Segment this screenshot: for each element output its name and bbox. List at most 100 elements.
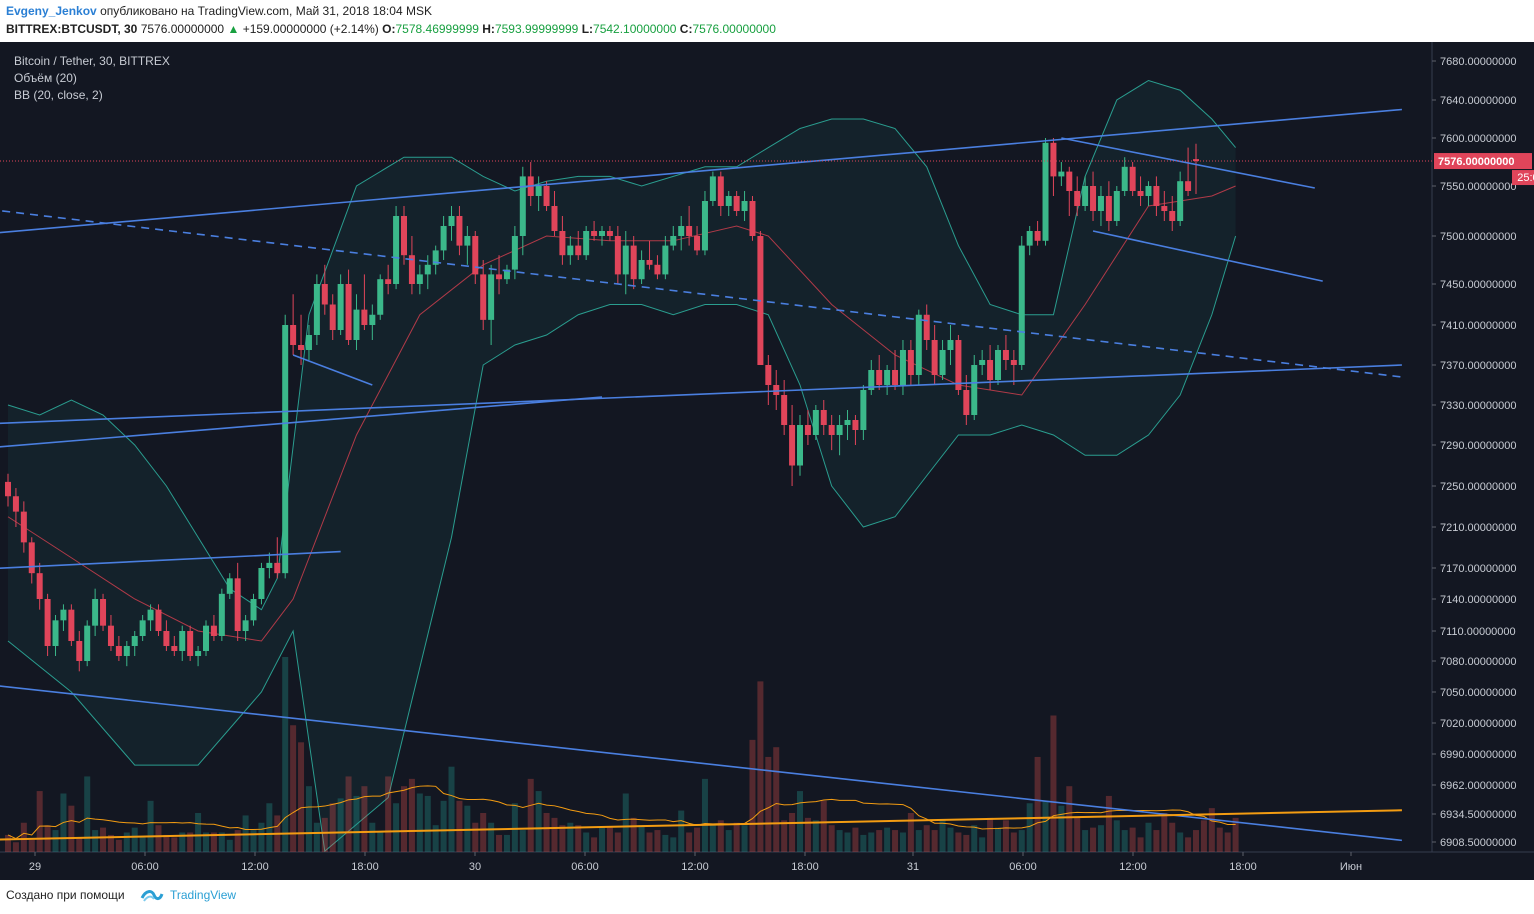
- candlestick-chart[interactable]: 7680.00000000 7640.00000000 7600.00000000 7…: [0, 42, 1534, 880]
- candle-body: [701, 201, 708, 251]
- volume-bar: [567, 822, 574, 852]
- candle-body: [266, 562, 273, 568]
- price-tick-label: 7050.00000000: [1440, 687, 1516, 699]
- candle-body: [995, 350, 1001, 380]
- symbol-label[interactable]: BITTREX:BTCUSDT, 30: [6, 22, 138, 36]
- volume-bar: [717, 820, 724, 852]
- volume-bar: [694, 827, 701, 852]
- volume-bar: [773, 747, 780, 852]
- volume-bar: [995, 827, 1001, 852]
- volume-bar: [701, 778, 708, 852]
- trend-line: [0, 108, 1402, 234]
- candle-body: [345, 284, 352, 340]
- volume-bar: [630, 817, 637, 852]
- bollinger-upper: [7, 79, 1236, 611]
- candle-body: [290, 325, 297, 345]
- legend-main[interactable]: Bitcoin / Tether, 30, BITTREX: [14, 54, 170, 68]
- volume-bar: [899, 832, 906, 852]
- volume-bar: [797, 791, 803, 852]
- candle-body: [662, 245, 669, 275]
- candle-body: [1105, 196, 1112, 221]
- open-value: 7578.46999999: [395, 22, 479, 36]
- candle-body: [210, 625, 217, 636]
- bollinger-middle: [7, 185, 1236, 642]
- volume-bar: [408, 778, 415, 852]
- volume-bar: [599, 827, 605, 852]
- candle-body: [179, 631, 186, 651]
- candle-body: [353, 309, 360, 340]
- volume-bar: [1066, 786, 1073, 852]
- time-tick-label: 18:00: [351, 861, 379, 873]
- volume-bar: [939, 820, 946, 852]
- close-label: C:: [679, 22, 693, 36]
- candle-body: [931, 340, 938, 375]
- candle-body: [503, 269, 510, 280]
- ohlc-line: BITTREX:BTCUSDT, 30 7576.00000000 ▲ +159…: [6, 22, 776, 36]
- candle-body: [963, 390, 970, 415]
- time-tick-label: 12:00: [1119, 861, 1147, 873]
- author-link[interactable]: Evgeny_Jenkov: [6, 4, 97, 18]
- tradingview-brand-link[interactable]: TradingView: [170, 888, 237, 902]
- candle-body: [599, 231, 605, 236]
- volume-bar: [686, 832, 693, 852]
- volume-bar: [955, 832, 962, 852]
- price-tick-label: 7020.00000000: [1440, 718, 1516, 730]
- volume-bar: [820, 800, 827, 852]
- candle-body: [1066, 171, 1073, 191]
- volume-bar: [804, 817, 811, 852]
- volume-bar: [527, 778, 534, 852]
- time-tick-label: Июн: [1340, 861, 1362, 873]
- candle-body: [915, 314, 922, 375]
- candle-body: [979, 360, 986, 365]
- volume-bar: [282, 657, 289, 852]
- candle-body: [773, 385, 780, 395]
- candle-body: [876, 370, 883, 385]
- candle-body: [480, 274, 487, 320]
- volume-bar: [923, 825, 930, 852]
- candle-body: [1010, 360, 1017, 365]
- trend-line: [1061, 137, 1315, 189]
- volume-bar: [543, 813, 550, 852]
- volume-bar: [622, 793, 629, 852]
- volume-bar: [147, 800, 154, 852]
- legend-bb[interactable]: BB (20, close, 2): [14, 88, 103, 102]
- candle-body: [416, 274, 423, 284]
- time-tick-label: 30: [469, 861, 481, 873]
- candle-body: [321, 284, 328, 305]
- candle-body: [187, 631, 194, 656]
- candle-body: [614, 236, 621, 275]
- candle-body: [591, 231, 598, 236]
- volume-bar: [1097, 825, 1104, 852]
- candle-body: [709, 176, 716, 201]
- trend-line: [0, 396, 603, 448]
- candle-body: [76, 641, 83, 661]
- candle-body: [654, 264, 661, 275]
- volume-bar: [1232, 817, 1239, 852]
- candle-body: [907, 350, 914, 375]
- volume-bar: [1042, 800, 1049, 852]
- candle-body: [250, 599, 257, 621]
- trend-line: [0, 209, 1403, 378]
- chart-area[interactable]: 7680.00000000 7640.00000000 7600.00000000 7…: [0, 42, 1534, 880]
- candle-body: [242, 620, 249, 631]
- candle-body: [440, 226, 447, 251]
- candle-body: [107, 625, 114, 646]
- trend-line: [1092, 230, 1323, 282]
- legend-volume[interactable]: Объём (20): [14, 71, 77, 85]
- candle-body: [678, 226, 685, 236]
- volume-bar: [860, 834, 867, 852]
- volume-bar: [678, 810, 685, 852]
- candle-body: [923, 314, 930, 340]
- volume-bar: [1137, 837, 1144, 852]
- candle-body: [1090, 186, 1097, 211]
- volume-bar: [1105, 795, 1112, 852]
- candle-body: [147, 609, 154, 621]
- volume-bar: [1026, 803, 1033, 852]
- candle-body: [694, 236, 701, 251]
- tradingview-logo-icon[interactable]: [140, 886, 164, 904]
- candle-body: [899, 350, 906, 385]
- candle-body: [630, 245, 637, 280]
- volume-bar: [987, 817, 994, 852]
- candle-body: [385, 279, 392, 284]
- candle-body: [622, 245, 629, 275]
